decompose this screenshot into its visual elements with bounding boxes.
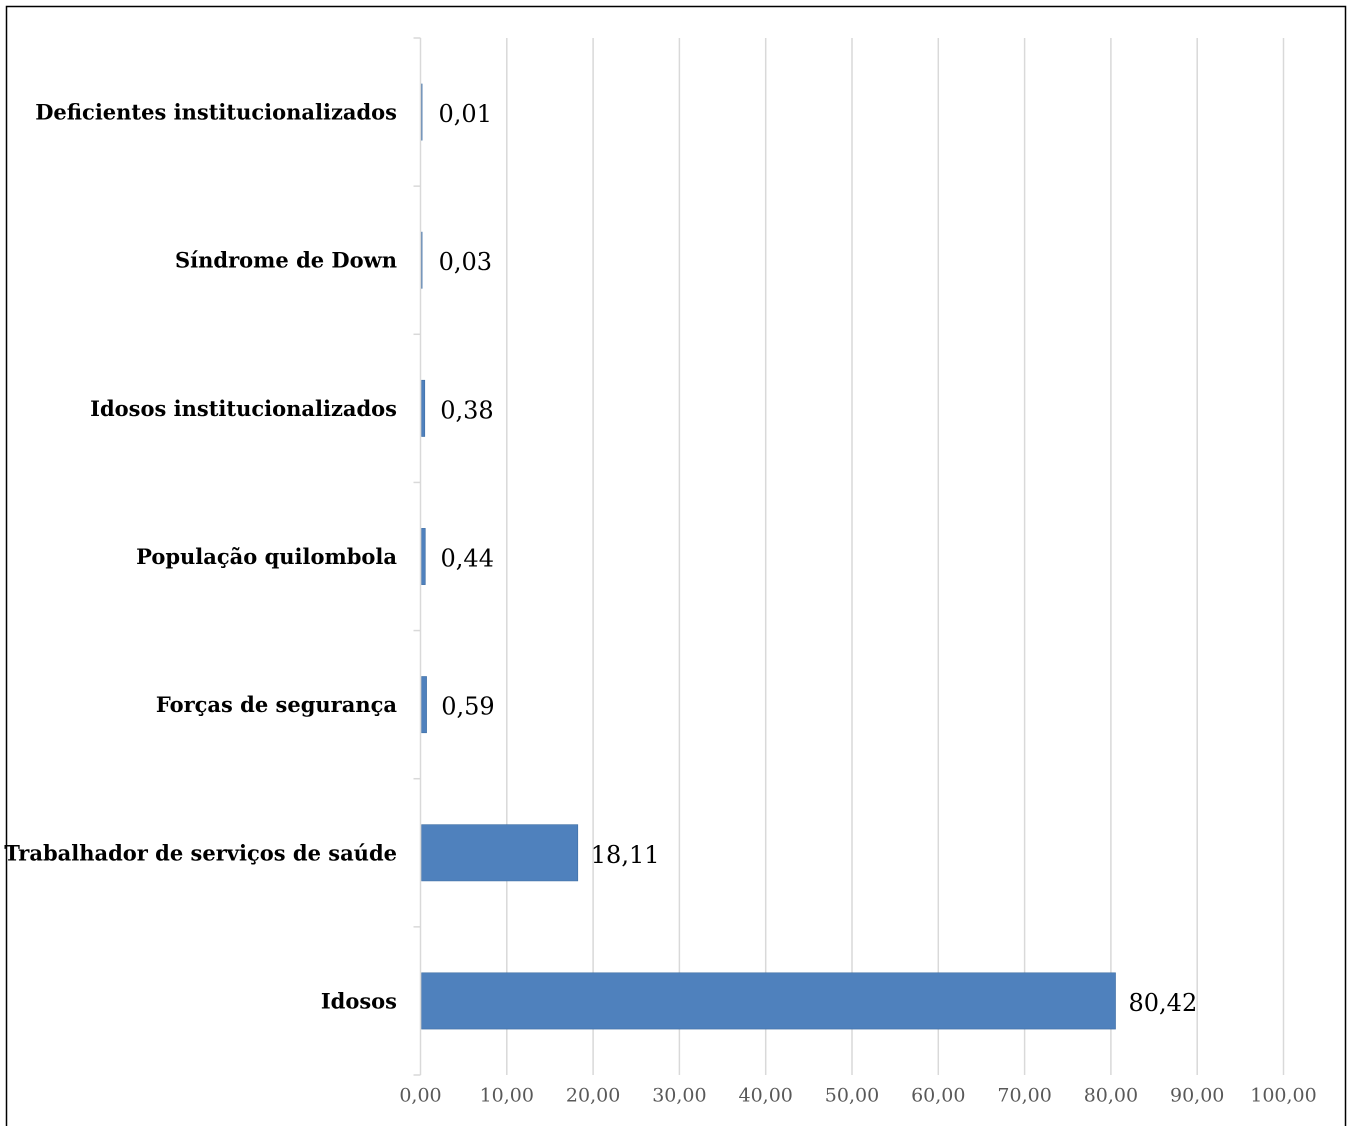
bar bbox=[421, 676, 427, 734]
value-label: 0,03 bbox=[439, 248, 492, 276]
value-labels: 0,01 0,03 0,38 0,44 0,59 18,11 80,42 bbox=[439, 100, 1198, 1017]
value-label: 0,38 bbox=[440, 396, 493, 424]
x-tick-label: 100,00 bbox=[1250, 1085, 1316, 1107]
category-label: Deficientes institucionalizados bbox=[35, 100, 397, 125]
value-label: 18,11 bbox=[591, 841, 660, 869]
y-axis bbox=[413, 37, 422, 1076]
value-label: 80,42 bbox=[1129, 989, 1198, 1017]
x-tick-label: 20,00 bbox=[566, 1085, 620, 1107]
x-tick-label: 0,00 bbox=[399, 1085, 441, 1107]
bar bbox=[421, 528, 426, 585]
x-tick-label: 50,00 bbox=[825, 1085, 879, 1107]
x-tick-label: 30,00 bbox=[652, 1085, 706, 1107]
value-label: 0,01 bbox=[439, 100, 492, 128]
x-tick-label: 70,00 bbox=[997, 1085, 1051, 1107]
value-label: 0,59 bbox=[441, 693, 494, 721]
bar bbox=[421, 972, 1116, 1030]
x-tick-label: 10,00 bbox=[480, 1085, 534, 1107]
bars bbox=[421, 83, 1116, 1030]
x-tick-label: 90,00 bbox=[1170, 1085, 1224, 1107]
x-tick-label: 60,00 bbox=[911, 1085, 965, 1107]
category-label: Trabalhador de serviços de saúde bbox=[4, 840, 397, 865]
category-label: Síndrome de Down bbox=[175, 248, 397, 273]
bar bbox=[421, 231, 423, 289]
category-label: Forças de segurança bbox=[156, 692, 398, 717]
category-label: Idosos institucionalizados bbox=[90, 396, 397, 421]
gridlines bbox=[506, 38, 1285, 1075]
category-label: Idosos bbox=[321, 988, 397, 1013]
bar bbox=[421, 824, 579, 882]
x-tick-labels: 0,00 10,00 20,00 30,00 40,00 50,00 60,00 70,00 8… bbox=[399, 1085, 1316, 1107]
category-label: População quilombola bbox=[136, 544, 397, 569]
chart-border bbox=[5, 5, 1347, 1126]
value-label: 0,44 bbox=[441, 545, 494, 573]
bar bbox=[421, 83, 423, 141]
x-tick-label: 80,00 bbox=[1084, 1085, 1138, 1107]
bar bbox=[421, 379, 426, 437]
category-labels: Deficientes institucionalizados Síndrome … bbox=[4, 100, 397, 1014]
x-tick-label: 40,00 bbox=[738, 1085, 792, 1107]
